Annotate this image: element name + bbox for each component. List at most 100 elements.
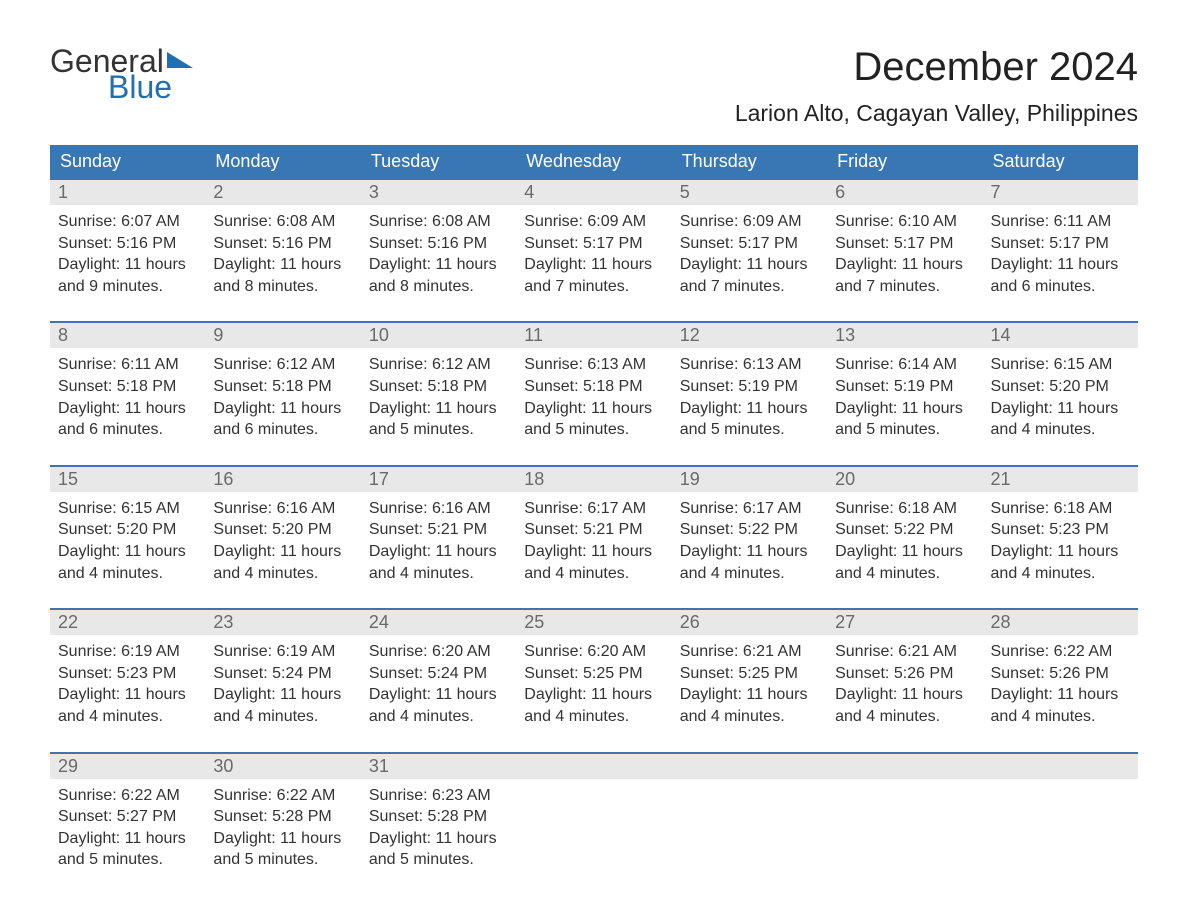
day-number: 16 (205, 467, 360, 492)
day-number: 18 (516, 467, 671, 492)
header: General Blue December 2024 Larion Alto, … (50, 45, 1138, 127)
sunrise-line: Sunrise: 6:13 AM (524, 354, 663, 376)
daylight-line: Daylight: 11 hours and 4 minutes. (524, 684, 663, 727)
sunset-line: Sunset: 5:16 PM (58, 233, 197, 255)
sunrise-line: Sunrise: 6:08 AM (369, 211, 508, 233)
sunset-line: Sunset: 5:17 PM (835, 233, 974, 255)
sunset-line: Sunset: 5:19 PM (680, 376, 819, 398)
day-cell: 29Sunrise: 6:22 AMSunset: 5:27 PMDayligh… (50, 754, 205, 875)
sunset-line: Sunset: 5:25 PM (524, 663, 663, 685)
daylight-line: Daylight: 11 hours and 8 minutes. (213, 254, 352, 297)
day-body: Sunrise: 6:20 AMSunset: 5:24 PMDaylight:… (361, 635, 516, 731)
daylight-line: Daylight: 11 hours and 4 minutes. (680, 684, 819, 727)
day-cell: 24Sunrise: 6:20 AMSunset: 5:24 PMDayligh… (361, 610, 516, 731)
sunset-line: Sunset: 5:17 PM (680, 233, 819, 255)
calendar: SundayMondayTuesdayWednesdayThursdayFrid… (50, 145, 1138, 875)
sunrise-line: Sunrise: 6:17 AM (680, 498, 819, 520)
day-number: 10 (361, 323, 516, 348)
sunrise-line: Sunrise: 6:22 AM (213, 785, 352, 807)
sunset-line: Sunset: 5:18 PM (369, 376, 508, 398)
week-row: 15Sunrise: 6:15 AMSunset: 5:20 PMDayligh… (50, 465, 1138, 588)
day-body: Sunrise: 6:15 AMSunset: 5:20 PMDaylight:… (983, 348, 1138, 444)
logo: General Blue (50, 45, 193, 103)
sunset-line: Sunset: 5:19 PM (835, 376, 974, 398)
sunset-line: Sunset: 5:26 PM (991, 663, 1130, 685)
daylight-line: Daylight: 11 hours and 7 minutes. (680, 254, 819, 297)
daylight-line: Daylight: 11 hours and 4 minutes. (991, 684, 1130, 727)
day-body: Sunrise: 6:22 AMSunset: 5:26 PMDaylight:… (983, 635, 1138, 731)
sunrise-line: Sunrise: 6:13 AM (680, 354, 819, 376)
sunrise-line: Sunrise: 6:18 AM (991, 498, 1130, 520)
day-body: Sunrise: 6:15 AMSunset: 5:20 PMDaylight:… (50, 492, 205, 588)
daylight-line: Daylight: 11 hours and 4 minutes. (835, 541, 974, 584)
sunrise-line: Sunrise: 6:09 AM (680, 211, 819, 233)
day-body: Sunrise: 6:16 AMSunset: 5:21 PMDaylight:… (361, 492, 516, 588)
sunset-line: Sunset: 5:28 PM (213, 806, 352, 828)
day-number: 25 (516, 610, 671, 635)
sunset-line: Sunset: 5:22 PM (680, 519, 819, 541)
day-cell (672, 754, 827, 875)
day-body: Sunrise: 6:19 AMSunset: 5:24 PMDaylight:… (205, 635, 360, 731)
day-number: 12 (672, 323, 827, 348)
day-cell: 20Sunrise: 6:18 AMSunset: 5:22 PMDayligh… (827, 467, 982, 588)
sunrise-line: Sunrise: 6:08 AM (213, 211, 352, 233)
daylight-line: Daylight: 11 hours and 4 minutes. (213, 541, 352, 584)
sunset-line: Sunset: 5:27 PM (58, 806, 197, 828)
sunrise-line: Sunrise: 6:16 AM (213, 498, 352, 520)
week-row: 22Sunrise: 6:19 AMSunset: 5:23 PMDayligh… (50, 608, 1138, 731)
weekday-col: Friday (827, 145, 982, 178)
day-number-empty (516, 754, 671, 779)
sunset-line: Sunset: 5:17 PM (991, 233, 1130, 255)
sunrise-line: Sunrise: 6:19 AM (213, 641, 352, 663)
day-number: 14 (983, 323, 1138, 348)
day-number: 27 (827, 610, 982, 635)
weekday-col: Wednesday (516, 145, 671, 178)
daylight-line: Daylight: 11 hours and 4 minutes. (991, 541, 1130, 584)
day-body: Sunrise: 6:23 AMSunset: 5:28 PMDaylight:… (361, 779, 516, 875)
day-number: 1 (50, 180, 205, 205)
day-cell: 22Sunrise: 6:19 AMSunset: 5:23 PMDayligh… (50, 610, 205, 731)
day-cell (983, 754, 1138, 875)
day-body: Sunrise: 6:11 AMSunset: 5:17 PMDaylight:… (983, 205, 1138, 301)
day-cell: 5Sunrise: 6:09 AMSunset: 5:17 PMDaylight… (672, 180, 827, 301)
day-number: 9 (205, 323, 360, 348)
sunset-line: Sunset: 5:25 PM (680, 663, 819, 685)
sunset-line: Sunset: 5:21 PM (369, 519, 508, 541)
day-cell: 21Sunrise: 6:18 AMSunset: 5:23 PMDayligh… (983, 467, 1138, 588)
day-number: 26 (672, 610, 827, 635)
sunrise-line: Sunrise: 6:19 AM (58, 641, 197, 663)
day-body: Sunrise: 6:12 AMSunset: 5:18 PMDaylight:… (205, 348, 360, 444)
daylight-line: Daylight: 11 hours and 4 minutes. (213, 684, 352, 727)
sunset-line: Sunset: 5:22 PM (835, 519, 974, 541)
day-number: 19 (672, 467, 827, 492)
sunrise-line: Sunrise: 6:21 AM (835, 641, 974, 663)
sunset-line: Sunset: 5:16 PM (369, 233, 508, 255)
day-cell: 15Sunrise: 6:15 AMSunset: 5:20 PMDayligh… (50, 467, 205, 588)
day-cell: 9Sunrise: 6:12 AMSunset: 5:18 PMDaylight… (205, 323, 360, 444)
weekday-header: SundayMondayTuesdayWednesdayThursdayFrid… (50, 145, 1138, 178)
sunrise-line: Sunrise: 6:20 AM (524, 641, 663, 663)
sunrise-line: Sunrise: 6:17 AM (524, 498, 663, 520)
day-body: Sunrise: 6:07 AMSunset: 5:16 PMDaylight:… (50, 205, 205, 301)
day-cell: 11Sunrise: 6:13 AMSunset: 5:18 PMDayligh… (516, 323, 671, 444)
day-body: Sunrise: 6:13 AMSunset: 5:18 PMDaylight:… (516, 348, 671, 444)
day-cell: 8Sunrise: 6:11 AMSunset: 5:18 PMDaylight… (50, 323, 205, 444)
day-body: Sunrise: 6:21 AMSunset: 5:25 PMDaylight:… (672, 635, 827, 731)
sunrise-line: Sunrise: 6:18 AM (835, 498, 974, 520)
day-number: 6 (827, 180, 982, 205)
day-cell: 28Sunrise: 6:22 AMSunset: 5:26 PMDayligh… (983, 610, 1138, 731)
day-body: Sunrise: 6:18 AMSunset: 5:23 PMDaylight:… (983, 492, 1138, 588)
day-number: 15 (50, 467, 205, 492)
day-number: 4 (516, 180, 671, 205)
day-cell: 3Sunrise: 6:08 AMSunset: 5:16 PMDaylight… (361, 180, 516, 301)
day-body: Sunrise: 6:14 AMSunset: 5:19 PMDaylight:… (827, 348, 982, 444)
logo-text-bottom: Blue (108, 71, 193, 103)
daylight-line: Daylight: 11 hours and 6 minutes. (58, 398, 197, 441)
sunrise-line: Sunrise: 6:11 AM (991, 211, 1130, 233)
daylight-line: Daylight: 11 hours and 4 minutes. (524, 541, 663, 584)
day-number-empty (827, 754, 982, 779)
sunset-line: Sunset: 5:28 PM (369, 806, 508, 828)
day-number: 24 (361, 610, 516, 635)
day-number: 7 (983, 180, 1138, 205)
sunrise-line: Sunrise: 6:10 AM (835, 211, 974, 233)
